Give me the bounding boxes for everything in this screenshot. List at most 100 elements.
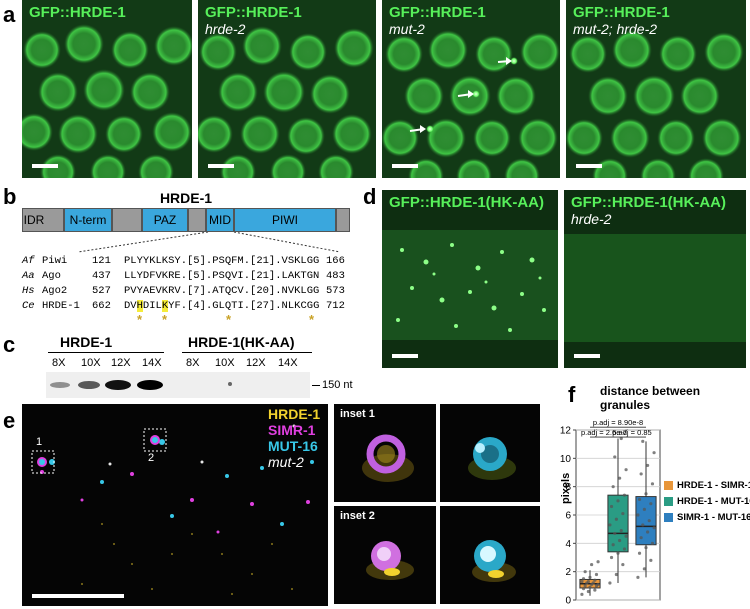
- data-point: [596, 560, 600, 564]
- data-point: [611, 543, 615, 547]
- data-point: [652, 451, 656, 455]
- channel-simr1: SIMR-1: [268, 422, 316, 438]
- scale-bar: [208, 164, 234, 168]
- domain-nterm: N-term: [64, 208, 112, 232]
- data-point: [622, 547, 627, 551]
- image-title: GFP::HRDE-1: [389, 4, 486, 21]
- size-marker: 150 nt: [322, 379, 353, 391]
- data-point: [590, 562, 594, 567]
- panel-a-label: a: [3, 2, 16, 27]
- data-point: [594, 572, 599, 577]
- data-point: [613, 531, 617, 536]
- image-title: GFP::HRDE-1(HK-AA): [571, 194, 726, 211]
- data-point: [646, 530, 650, 534]
- domain-linker1: [112, 208, 142, 232]
- highlight-residue-k: K: [161, 300, 169, 312]
- data-point: [652, 526, 656, 530]
- data-point: [596, 582, 600, 587]
- micrograph-hkaa-hrde2: GFP::HRDE-1(HK-AA) hrde-2: [564, 190, 746, 368]
- data-point: [619, 528, 623, 533]
- box: [635, 496, 657, 546]
- inset-2-left: inset 2: [334, 506, 436, 604]
- lane-label: 12X: [246, 357, 266, 369]
- data-point: [581, 577, 586, 581]
- y-tick-label: 8: [565, 482, 571, 493]
- alignment-row: Af: [22, 255, 35, 267]
- scale-bar: [576, 164, 602, 168]
- y-axis-label: pixels: [560, 472, 572, 504]
- panel-d-label: d: [363, 184, 377, 209]
- image-genotype: hrde-2: [571, 211, 612, 227]
- alignment-row: Aa: [22, 270, 35, 282]
- domain-linker2: [188, 208, 206, 232]
- y-tick-label: 4: [565, 539, 571, 550]
- data-point: [609, 504, 614, 509]
- lane-label: 12X: [111, 357, 131, 369]
- gel-group1-title: HRDE-1: [60, 334, 113, 350]
- panel-e-label: e: [3, 408, 16, 433]
- data-point: [593, 578, 597, 582]
- data-point: [649, 502, 653, 506]
- cell-field: [564, 190, 746, 368]
- image-genotype: mut-2; hrde-2: [573, 21, 658, 37]
- inset-1-left: inset 1: [334, 404, 436, 502]
- panel-f-label: f: [568, 382, 576, 407]
- inset-1-right: [440, 404, 540, 502]
- y-tick-label: 10: [560, 454, 572, 465]
- micrograph-hrde1-wt: GFP::HRDE-1: [22, 0, 192, 178]
- data-point: [586, 579, 590, 584]
- granule-field: [22, 404, 328, 606]
- lane-label: 8X: [52, 357, 66, 369]
- data-point: [639, 536, 643, 540]
- inset-label: inset 1: [340, 408, 375, 420]
- image-title: GFP::HRDE-1: [29, 4, 126, 21]
- micrograph-hrde1-mut2: GFP::HRDE-1 mut-2: [382, 0, 560, 178]
- data-point: [608, 523, 612, 527]
- cell-field: [382, 0, 560, 178]
- highlight-residue-h: H: [136, 300, 143, 312]
- image-genotype: mut-2: [389, 21, 425, 37]
- data-point: [583, 570, 587, 574]
- gel-image: [46, 372, 310, 398]
- significance-label: p.adj = 8.90e-8: [593, 418, 643, 427]
- cell-field: [566, 0, 746, 178]
- significance-label: p.adj = 0.85: [612, 428, 651, 437]
- box: [607, 494, 629, 553]
- conserved-star: *: [137, 312, 143, 327]
- y-tick-label: 2: [565, 567, 571, 578]
- image-title: GFP::HRDE-1(HK-AA): [389, 194, 544, 211]
- zoom-lines: [77, 232, 341, 253]
- conserved-star: *: [162, 312, 168, 327]
- domain-tail: [336, 208, 350, 232]
- data-point: [616, 499, 620, 503]
- legend-item: HRDE-1 - SIMR-1: [664, 480, 750, 491]
- data-point: [624, 468, 628, 472]
- data-point: [637, 551, 642, 555]
- data-point: [622, 493, 627, 497]
- data-point: [616, 551, 620, 555]
- merge-micrograph: 1 2 HRDE-1 SIMR-1 MUT-16 mut-2: [22, 404, 328, 606]
- data-point: [646, 463, 650, 468]
- lane-label: 10X: [215, 357, 235, 369]
- cell-field: [198, 0, 376, 178]
- data-point: [591, 581, 595, 585]
- significance-label: p.adj = 2.6e-7: [581, 428, 627, 437]
- data-point: [639, 472, 643, 476]
- genotype-label: mut-2: [268, 454, 304, 470]
- data-point: [650, 541, 655, 545]
- data-point: [624, 534, 628, 538]
- data-point: [580, 592, 584, 596]
- legend-swatch: [664, 497, 673, 506]
- scale-bar: [392, 354, 418, 358]
- box-label-2: 2: [148, 452, 155, 464]
- alignment-row: Hs: [22, 285, 35, 297]
- domain-diagram: IDR N-term PAZ MID PIWI: [22, 208, 350, 232]
- channel-mut16: MUT-16: [268, 438, 318, 454]
- chart-title: distance between granules: [600, 384, 701, 412]
- legend-item: SIMR-1 - MUT-16: [664, 512, 750, 523]
- y-tick-label: 6: [565, 511, 571, 522]
- data-point: [613, 455, 617, 459]
- image-title: GFP::HRDE-1: [573, 4, 670, 21]
- data-point: [621, 562, 625, 567]
- data-point: [649, 558, 653, 562]
